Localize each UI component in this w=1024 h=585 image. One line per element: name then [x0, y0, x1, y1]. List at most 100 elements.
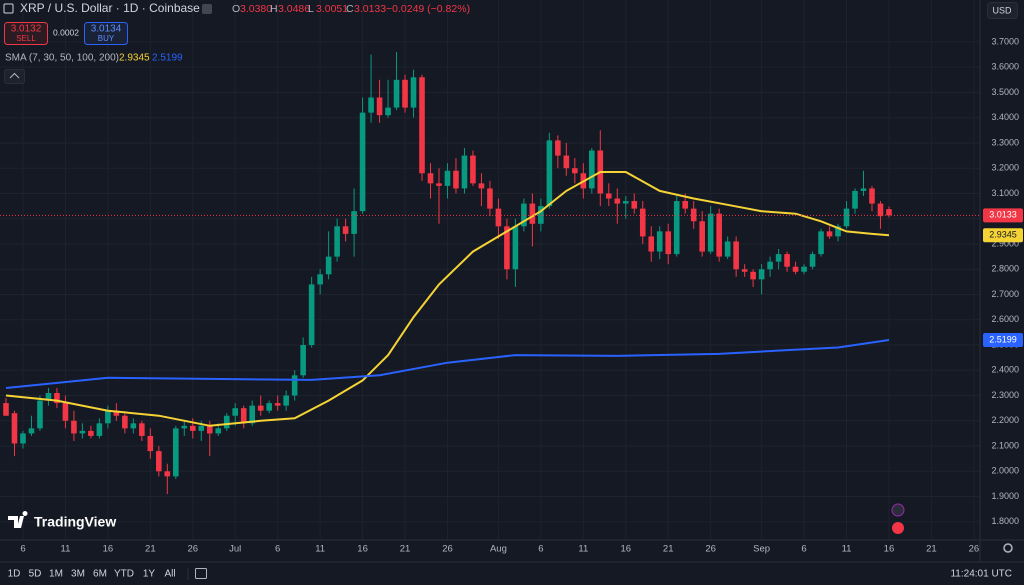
brand: TradingView: [34, 514, 116, 530]
candle-body: [376, 97, 383, 116]
candle-body: [801, 266, 807, 272]
candle-body: [334, 226, 340, 257]
range-button[interactable]: YTD: [114, 569, 134, 580]
candle-body: [563, 155, 570, 169]
candle-body: [274, 403, 281, 406]
change: −0.0249 (−0.82%): [386, 3, 470, 15]
y-tick-label: 2.7000: [991, 289, 1019, 299]
x-tick-label: Aug: [490, 544, 507, 555]
sell-price: 3.0132: [11, 24, 42, 35]
y-tick-label: 1.9000: [991, 491, 1019, 501]
x-tick-label: 6: [801, 544, 806, 555]
ohlc-value: 3.0051: [316, 3, 348, 15]
candle-body: [639, 208, 646, 237]
x-tick-label: 16: [620, 544, 631, 555]
settings-icon[interactable]: [1003, 543, 1013, 553]
candle-body: [572, 168, 578, 174]
candle-body: [393, 79, 400, 108]
x-tick-label: 6: [275, 544, 280, 555]
chart-title: XRP / U.S. Dollar · 1D · Coinbase: [20, 1, 200, 15]
candle-body: [758, 269, 765, 280]
y-tick-label: 3.4000: [991, 112, 1019, 122]
range-button[interactable]: 5D: [29, 569, 42, 580]
candle-body: [20, 433, 26, 444]
candle-body: [308, 284, 315, 346]
calendar-icon[interactable]: [195, 568, 207, 579]
candle-body: [122, 415, 128, 429]
candle-body: [156, 451, 162, 472]
candle-body: [291, 375, 298, 396]
x-tick-label: 21: [145, 544, 156, 555]
candle-body: [656, 231, 663, 252]
candle-body: [741, 269, 748, 272]
legend-toggle[interactable]: [4, 69, 25, 84]
candle-body: [45, 393, 52, 401]
plot: [0, 52, 980, 495]
ohlc-key: C: [346, 3, 354, 15]
y-tick-label: 2.4000: [991, 365, 1019, 375]
candle-body: [724, 241, 731, 257]
candle-body: [257, 405, 264, 411]
range-button[interactable]: 3M: [71, 569, 85, 580]
range-button[interactable]: 1Y: [143, 569, 156, 580]
range-button[interactable]: 1D: [8, 569, 21, 580]
candle-body: [843, 208, 850, 227]
price-label-box: [983, 208, 1023, 223]
y-tick-label: 3.3000: [991, 137, 1019, 147]
y-tick-label: 2.3000: [991, 390, 1019, 400]
candle-body: [860, 188, 867, 191]
candle-body: [130, 423, 137, 429]
y-tick-label: 3.6000: [991, 62, 1019, 72]
candle-body: [453, 170, 459, 189]
range-button[interactable]: 1M: [49, 569, 63, 580]
event-icon[interactable]: [892, 522, 904, 534]
currency-button[interactable]: [987, 2, 1018, 19]
candle-body: [139, 423, 145, 436]
price-label: 3.0133: [989, 210, 1017, 220]
ohlc-key: L: [308, 3, 314, 15]
candle-body: [359, 112, 366, 212]
candle-body: [521, 203, 527, 227]
axes: 1.8000 1.9000 2.0000 2.1000 2.2000 2.3000 2.40…: [20, 36, 1023, 555]
alert-icon[interactable]: [891, 503, 905, 517]
x-tick-label: 21: [400, 544, 411, 555]
sell-button[interactable]: [4, 22, 48, 45]
candle-body: [869, 188, 875, 204]
candle-body: [54, 393, 60, 404]
x-tick-label: 26: [705, 544, 716, 555]
candle-body: [402, 79, 408, 108]
ohlc-key: H: [270, 3, 278, 15]
candle-body: [512, 226, 519, 270]
range-button[interactable]: 6M: [93, 569, 107, 580]
candle-body: [682, 201, 688, 209]
x-tick-label: 11: [60, 544, 70, 555]
collapse-icon[interactable]: [3, 3, 14, 14]
candle-body: [410, 77, 417, 108]
candle-body: [385, 107, 391, 116]
range-button[interactable]: All: [164, 569, 175, 580]
indicator-label: SMA (7, 30, 50, 100, 200): [5, 53, 119, 64]
candle-body: [631, 201, 638, 209]
candle-body: [529, 203, 536, 224]
candle-body: [232, 408, 239, 416]
x-tick-label: 16: [884, 544, 895, 555]
candle-body: [283, 395, 289, 406]
ohlc-value: 3.0486: [278, 3, 310, 15]
candle-body: [818, 231, 824, 255]
candle-body: [164, 471, 171, 477]
y-tick-label: 2.8000: [991, 264, 1019, 274]
candle-body: [223, 415, 230, 429]
candle-body: [325, 256, 332, 275]
candle-body: [88, 430, 94, 436]
eye-icon[interactable]: [202, 4, 212, 14]
x-tick-label: 26: [187, 544, 198, 555]
buy-button[interactable]: [84, 22, 128, 45]
candle-body: [750, 271, 756, 280]
candle-body: [79, 430, 86, 434]
legend-toggle-icon: [9, 72, 20, 79]
candle-body: [342, 226, 349, 234]
